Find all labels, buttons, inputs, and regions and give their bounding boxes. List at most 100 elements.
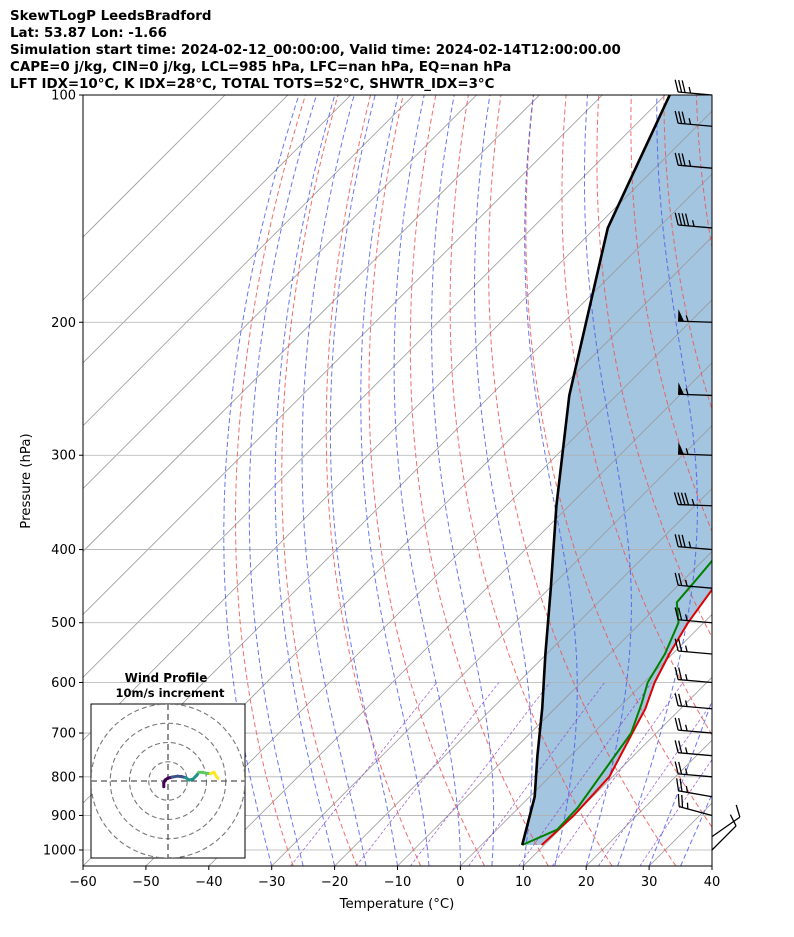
y-axis-label: Pressure (hPa) — [19, 433, 34, 528]
barb-flag — [735, 804, 741, 818]
barb-flag — [729, 814, 737, 827]
barb-shaft — [678, 224, 713, 229]
barb-flag — [674, 740, 679, 753]
barb-half-flag — [691, 498, 695, 506]
barb-half-flag — [684, 674, 688, 681]
mixing-ratio-line — [518, 682, 652, 866]
barb-shaft — [678, 705, 713, 710]
barb-flag — [674, 79, 679, 93]
isotherm — [83, 110, 712, 741]
hodograph-title: Wind Profile — [125, 671, 208, 685]
barb-flag — [678, 740, 683, 754]
cape-cin-fill — [522, 95, 712, 845]
y-tick-label: 500 — [51, 616, 76, 631]
wind-barb — [674, 152, 713, 169]
dry-adiabat — [488, 95, 677, 866]
mixing-ratio-line — [290, 682, 438, 866]
wind-barb — [674, 79, 713, 96]
moist-adiabat — [680, 792, 712, 866]
wind-barb — [674, 607, 713, 624]
isotherm — [397, 550, 712, 866]
barb-flag — [681, 153, 686, 166]
barb-flag — [677, 492, 683, 505]
wind-barb — [674, 212, 713, 229]
barb-flag — [676, 778, 680, 791]
hodograph-segment — [214, 774, 220, 780]
barb-half-flag — [684, 768, 688, 775]
x-tick-label: −30 — [258, 875, 285, 890]
chart-title: SkewTLogP LeedsBradford — [10, 9, 212, 24]
dry-adiabat — [234, 95, 306, 866]
parcel-line — [520, 95, 671, 846]
moist-adiabat — [617, 95, 698, 866]
wind-barb — [674, 110, 713, 127]
barb-shaft — [678, 122, 713, 127]
barb-flag — [678, 111, 683, 124]
mixing-ratio-line — [410, 682, 551, 866]
mixing-ratio-line — [551, 682, 684, 866]
barb-shaft — [678, 545, 713, 551]
x-tick-label: 10 — [515, 875, 532, 890]
barb-flag — [674, 693, 679, 706]
dry-adiabat — [561, 95, 712, 736]
barb-half-flag — [684, 700, 688, 707]
moist-adiabat — [648, 699, 712, 866]
dry-adiabat — [281, 95, 358, 866]
wind-barb — [673, 492, 713, 507]
wind-barb — [674, 638, 713, 655]
barb-flag — [674, 607, 679, 620]
mixing-ratio-line — [468, 682, 605, 866]
wind-barb — [677, 309, 713, 323]
dry-adiabat — [762, 95, 794, 866]
wind-barb — [677, 793, 713, 817]
barb-shaft — [678, 752, 713, 757]
barb-flag — [680, 492, 686, 506]
y-tick-label: 900 — [51, 809, 76, 824]
index-line: LFT IDX=10°C, K IDX=28°C, TOTAL TOTS=52°… — [10, 77, 495, 92]
barb-flag — [681, 213, 686, 226]
dry-adiabat — [630, 95, 712, 533]
barb-flag — [674, 534, 679, 547]
isotherm — [711, 865, 712, 866]
wind-barb — [674, 740, 713, 757]
x-tick-label: 0 — [456, 875, 464, 890]
barb-half-flag — [688, 541, 692, 548]
isotherm — [460, 613, 712, 866]
wind-barb — [711, 814, 737, 851]
barb-flag — [679, 778, 683, 792]
barb-flag — [678, 79, 683, 93]
mixing-ratio-line — [355, 682, 500, 866]
dry-adiabat — [449, 95, 613, 866]
wind-barb — [674, 534, 713, 551]
y-tick-label: 400 — [51, 543, 76, 558]
barb-flag — [674, 667, 679, 680]
barb-flag — [678, 573, 683, 586]
barb-flag — [684, 492, 690, 506]
isotherm — [334, 488, 712, 866]
barb-flag — [681, 80, 686, 93]
isotherm — [83, 95, 414, 427]
barb-pennant — [678, 382, 685, 395]
isotherm — [208, 362, 712, 866]
time-line: Simulation start time: 2024-02-12_00:00:… — [10, 43, 621, 58]
barb-pennant — [678, 442, 685, 455]
barb-pennant — [678, 309, 685, 322]
barb-flag — [674, 212, 679, 226]
wind-barb — [711, 804, 741, 838]
hodograph: Wind Profile 10m/s increment — [90, 671, 246, 859]
isotherm — [271, 425, 712, 866]
barb-shaft — [678, 806, 713, 817]
moist-adiabat — [274, 95, 336, 866]
moist-adiabat — [474, 95, 533, 866]
x-tick-label: −10 — [384, 875, 411, 890]
wind-barb — [674, 667, 713, 684]
stability-line: CAPE=0 j/kg, CIN=0 j/kg, LCL=985 hPa, LF… — [10, 60, 512, 75]
y-tick-label: 100 — [51, 89, 76, 104]
barb-half-flag — [688, 159, 692, 167]
dry-adiabat — [525, 95, 712, 829]
moist-adiabat — [248, 95, 317, 866]
barb-half-flag — [684, 747, 688, 754]
barb-shaft — [678, 164, 713, 169]
barb-flag — [674, 638, 679, 652]
isotherm — [83, 95, 540, 553]
